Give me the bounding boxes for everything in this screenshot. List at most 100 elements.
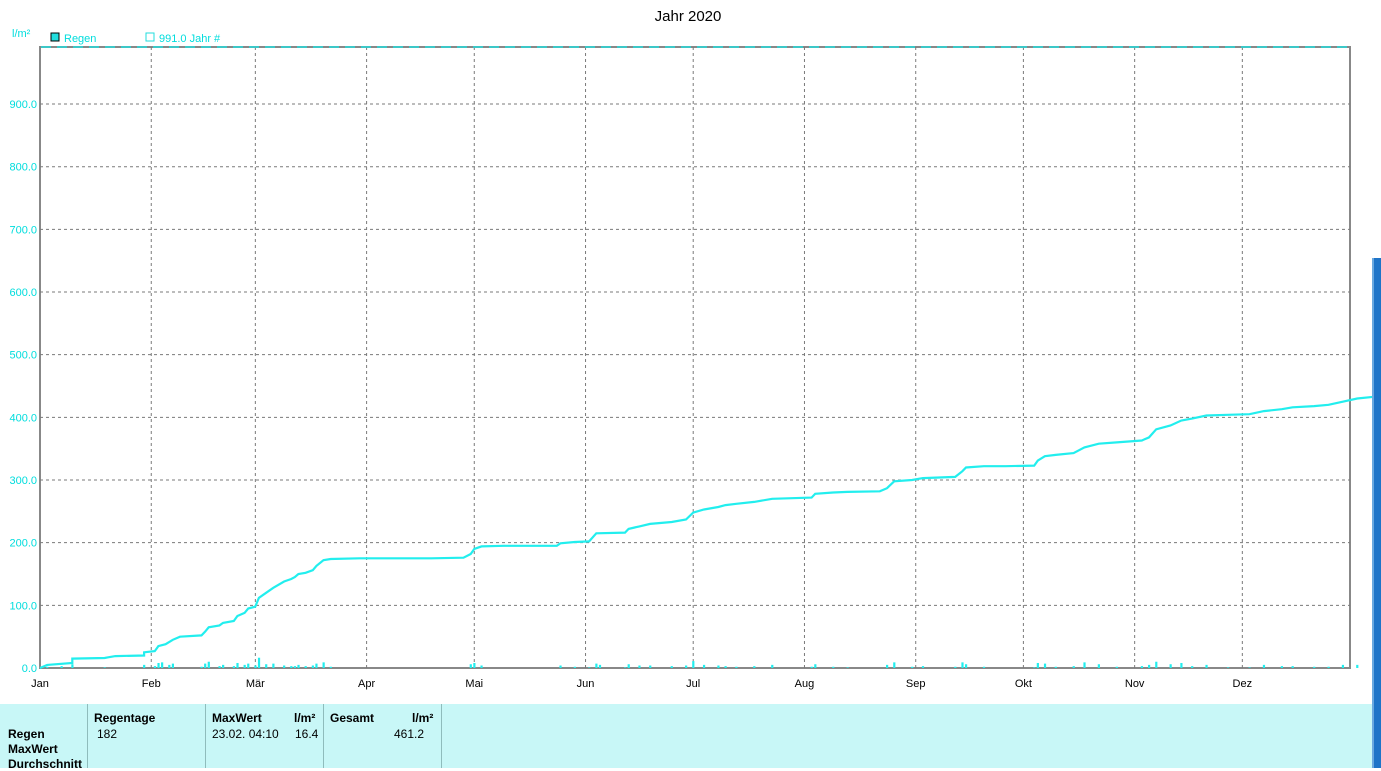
daily-rain-bar (598, 664, 602, 668)
x-tick-label: Dez (1233, 678, 1253, 690)
daily-rain-bar (832, 666, 835, 668)
daily-rain-bar (247, 663, 250, 668)
regentage-value: 182 (97, 727, 118, 741)
y-tick-label: 200.0 (9, 538, 37, 550)
daily-rain-bar (886, 664, 889, 668)
daily-rain-bar (1083, 662, 1086, 668)
x-tick-label: Jan (31, 678, 49, 690)
daily-rain-bar (218, 666, 221, 668)
y-axis-unit: l/m² (12, 28, 31, 40)
daily-rain-bar (1280, 666, 1284, 668)
daily-rain-bar (649, 665, 652, 668)
x-tick-label: Mär (246, 678, 265, 690)
x-tick-label: Okt (1015, 678, 1032, 690)
daily-rain-bar (257, 657, 261, 668)
daily-rain-bar (961, 662, 964, 668)
legend-regen-swatch (50, 32, 60, 42)
daily-rain-bar (290, 666, 293, 668)
daily-rain-bar (171, 663, 174, 668)
daily-rain-bar (283, 665, 286, 668)
y-tick-label: 100.0 (9, 600, 37, 612)
daily-rain-bar (559, 665, 562, 668)
daily-rain-bar (1043, 663, 1047, 668)
daily-rain-bar (1180, 662, 1183, 668)
daily-rain-bar (1097, 664, 1100, 668)
daily-rain-bar (810, 666, 813, 668)
daily-rain-bar (1054, 666, 1057, 668)
daily-rain-bar (1115, 666, 1118, 668)
daily-rain-bar (753, 666, 756, 668)
stats-col-gesamt: Gesamt l/m² 461.2 (324, 704, 442, 768)
y-tick-label: 0.0 (22, 663, 37, 675)
legend-reference-label: 991.0 Jahr # (159, 33, 221, 45)
daily-rain-bar (1327, 666, 1330, 668)
maxwert-unit: l/m² (294, 711, 316, 725)
daily-rain-bar (964, 664, 968, 668)
daily-rain-bar (265, 664, 268, 668)
daily-rain-bar (60, 666, 63, 668)
daily-rain-bars (46, 657, 1377, 668)
daily-rain-bar (297, 664, 300, 668)
stats-table: Regen MaxWert Durchschnitt Regentage 182… (0, 704, 1372, 771)
maxwert-header: MaxWert (212, 711, 262, 725)
daily-rain-bar (1313, 666, 1316, 668)
x-tick-label: Jul (686, 678, 700, 690)
daily-rain-bar (846, 667, 849, 668)
y-tick-label: 900.0 (9, 99, 37, 111)
rain-chart: Jahr 2020 l/m² Regen 991.0 Jahr # 0.0 100… (9, 8, 1381, 690)
daily-rain-bar (814, 664, 817, 668)
daily-rain-bar (322, 662, 325, 668)
stats-row-labels: Regen MaxWert Durchschnitt (0, 704, 88, 771)
daily-rain-bar (293, 666, 297, 668)
daily-rain-bar (724, 666, 727, 668)
gesamt-value: 461.2 (394, 727, 425, 741)
daily-rain-bar (232, 666, 236, 668)
daily-rain-bar (161, 662, 164, 668)
daily-rain-bar (954, 666, 957, 668)
daily-rain-bar (1169, 664, 1172, 668)
daily-rain-bar (236, 662, 239, 668)
daily-rain-bar (911, 666, 914, 668)
gesamt-header: Gesamt (330, 711, 375, 725)
daily-rain-bar (103, 667, 106, 668)
daily-rain-bar (692, 661, 695, 668)
daily-rain-bar (315, 663, 318, 668)
daily-rain-bar (1341, 664, 1345, 668)
daily-rain-bar (480, 665, 483, 668)
plot-area (39, 46, 1351, 669)
daily-rain-bar (717, 665, 720, 668)
daily-rain-bar (46, 666, 49, 668)
daily-rain-bar (204, 663, 207, 668)
daily-rain-bar (771, 664, 774, 668)
stats-col-regentage: Regentage 182 (88, 704, 206, 768)
daily-rain-bar (1036, 662, 1039, 668)
daily-rain-bar (702, 664, 706, 668)
daily-rain-bar (638, 665, 641, 668)
y-tick-label: 500.0 (9, 350, 37, 362)
x-tick-label: Mai (465, 678, 483, 690)
daily-rain-bar (222, 664, 225, 668)
daily-rain-bar (1291, 666, 1294, 668)
daily-rain-bar (595, 663, 598, 668)
daily-rain-bar (243, 664, 246, 668)
grid-lines (40, 47, 1350, 668)
daily-rain-bar (921, 666, 925, 668)
stats-col-maxwert: MaxWert l/m² 23.02. 04:10 16.4 (206, 704, 324, 768)
x-tick-label: Nov (1125, 678, 1145, 690)
y-tick-label: 400.0 (9, 412, 37, 424)
x-tick-label: Feb (142, 678, 161, 690)
daily-rain-bar (893, 662, 896, 668)
daily-rain-bar (71, 664, 74, 668)
y-tick-label: 600.0 (9, 287, 37, 299)
x-tick-label: Aug (795, 678, 815, 690)
daily-rain-bar (200, 666, 203, 668)
daily-rain-bar (304, 666, 307, 668)
daily-rain-bar (153, 666, 157, 668)
daily-rain-bar (1072, 666, 1075, 668)
daily-rain-bar (624, 667, 627, 668)
daily-rain-bar (143, 664, 146, 668)
daily-rain-bar (207, 661, 210, 668)
x-tick-labels: Jan Feb Mär Apr Mai Jun Jul Aug Sep Okt Nov Dez (31, 678, 1252, 690)
daily-rain-bar (1148, 664, 1151, 668)
gesamt-unit: l/m² (412, 711, 434, 725)
